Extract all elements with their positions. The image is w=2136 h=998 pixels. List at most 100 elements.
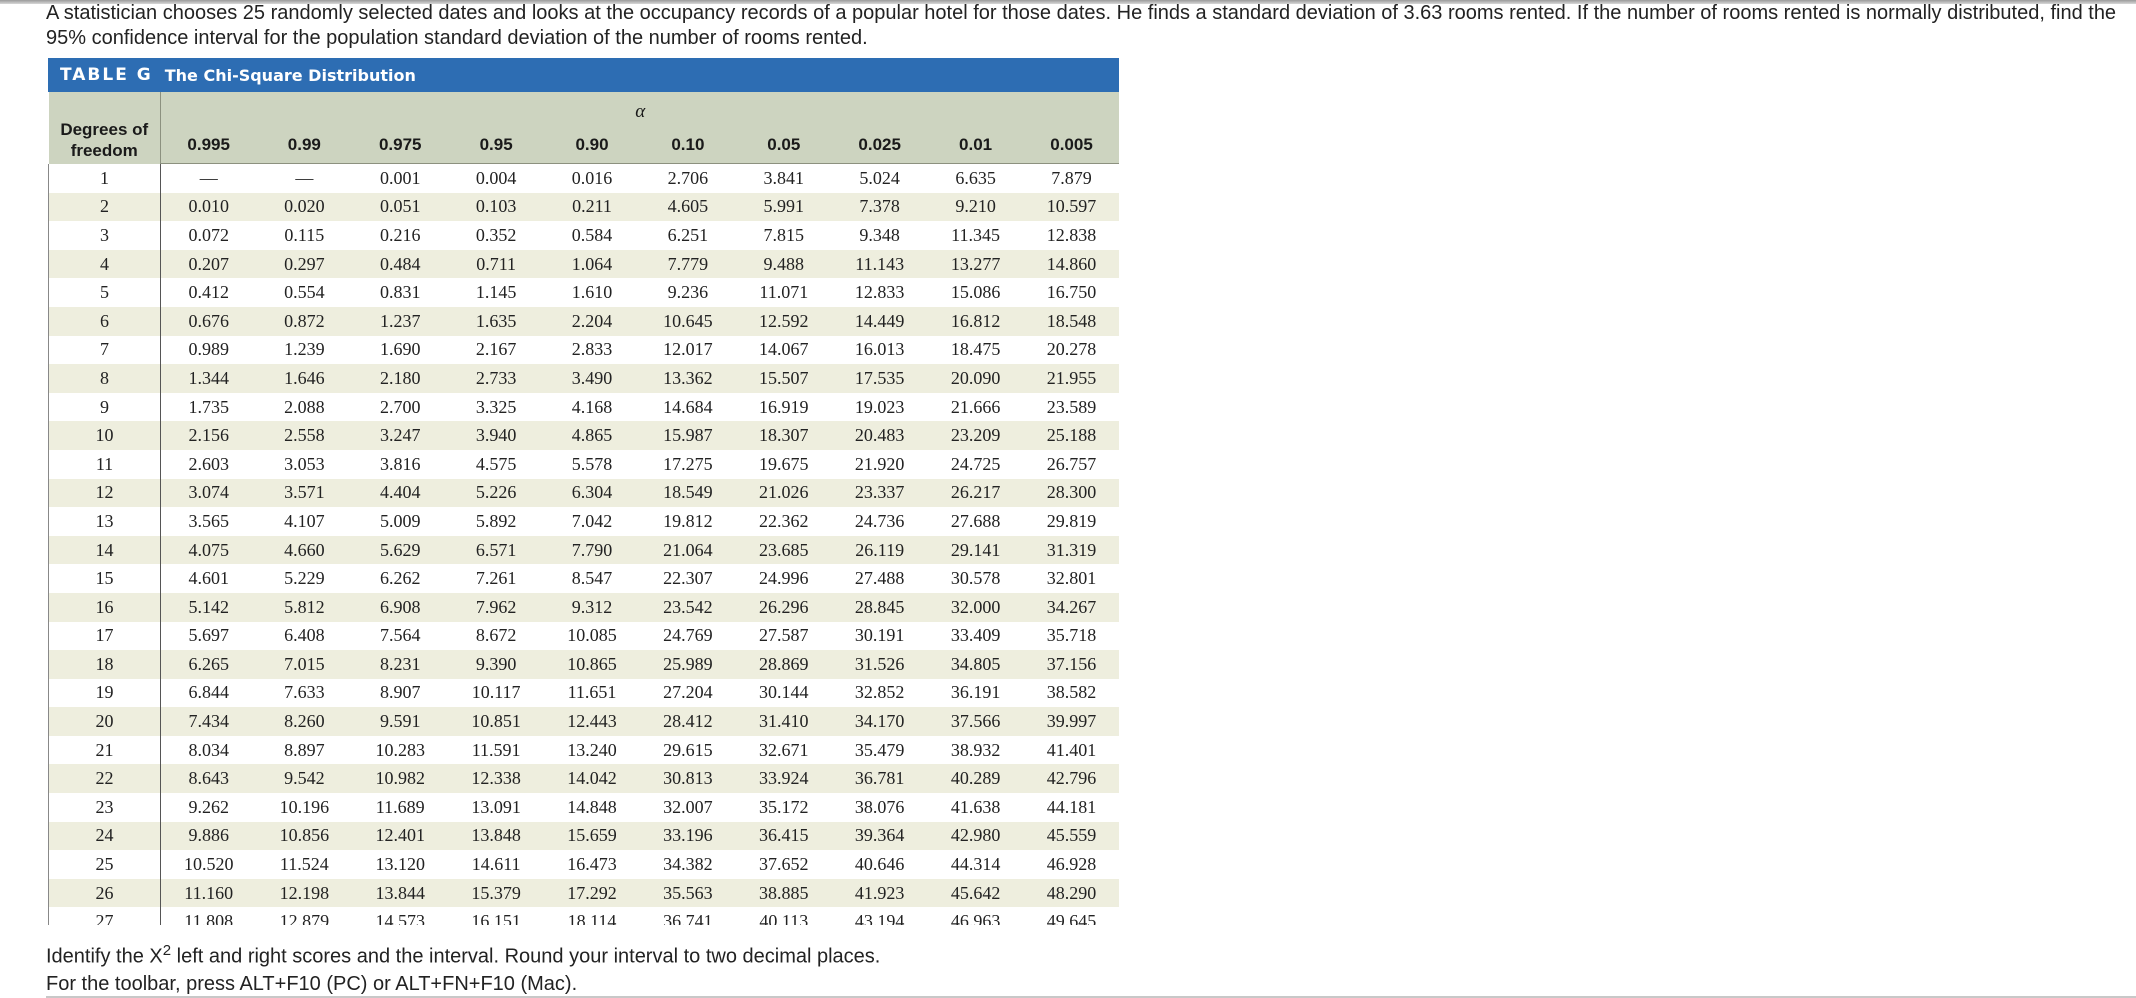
value-cell: 11.651 [544,678,640,708]
value-cell: 6.251 [639,221,736,250]
value-cell: 6.844 [160,678,257,708]
column-header-row: 0.995 0.99 0.975 0.95 0.90 0.10 0.05 0.025 0.01 0… [49,127,1119,164]
df-cell: 27 [48,907,161,925]
value-cell: 5.142 [160,592,257,622]
value-cell: 2.558 [256,421,353,450]
value-cell: 8.897 [256,735,353,765]
value-cell: 26.757 [1023,449,1119,479]
value-cell: 17.292 [544,878,640,908]
table-row: 15 4.601 5.229 6.262 7.261 8.547 22.307 24.996 2… [48,564,1119,593]
column-header: 0.975 [352,127,449,164]
value-cell: 11.808 [160,907,257,925]
table-row: 4 0.207 0.297 0.484 0.711 1.064 7.779 9.488 11.1… [48,249,1119,279]
value-cell: 0.352 [448,221,545,250]
value-cell: 16.473 [544,850,640,879]
value-cell: 49.645 [1023,907,1119,925]
value-cell: 5.024 [831,163,928,193]
table-row: 25 10.520 11.524 13.120 14.611 16.473 34.382 37… [48,850,1119,879]
df-cell: 21 [48,735,161,765]
value-cell: 23.685 [735,535,832,565]
value-cell: 14.684 [639,392,736,422]
value-cell: 11.160 [160,878,257,908]
value-cell: 4.601 [160,564,257,593]
value-cell: 18.548 [1023,306,1119,336]
value-cell: 29.141 [927,535,1024,565]
value-cell: 16.812 [927,306,1024,336]
value-cell: 45.642 [927,878,1024,908]
value-cell: 4.865 [544,421,640,450]
df-cell: 6 [48,306,161,336]
value-cell: 13.120 [352,850,449,879]
value-cell: 0.297 [256,249,353,279]
df-cell: 22 [48,764,161,794]
df-cell: 2 [48,192,161,222]
value-cell: 8.547 [544,564,640,593]
value-cell: 0.831 [352,278,449,307]
value-cell: 5.629 [352,535,449,565]
value-cell: 31.526 [831,650,928,679]
value-cell: 11.345 [927,221,1024,250]
value-cell: 12.838 [1023,221,1119,250]
value-cell: 12.401 [352,821,449,851]
value-cell: 7.633 [256,678,353,708]
value-cell: 5.697 [160,621,257,651]
df-cell: 24 [48,821,161,851]
value-cell: 23.337 [831,478,928,508]
table-row: 11 2.603 3.053 3.816 4.575 5.578 17.275 19.675 2… [48,449,1119,479]
table-row: 21 8.034 8.897 10.283 11.591 13.240 29.615 32.6… [48,735,1119,765]
value-cell: 3.247 [352,421,449,450]
value-cell: 4.404 [352,478,449,508]
value-cell: 1.344 [160,364,257,393]
df-cell: 4 [48,249,161,279]
value-cell: 10.196 [256,793,353,822]
value-cell: 32.671 [735,735,832,765]
table-row: 23 9.262 10.196 11.689 13.091 14.848 32.007 35.… [48,793,1119,822]
value-cell: 21.026 [735,478,832,508]
df-cell: 7 [48,335,161,365]
value-cell: 8.672 [448,621,545,651]
value-cell: 32.801 [1023,564,1119,593]
value-cell: 0.412 [160,278,257,307]
value-cell: 34.382 [639,850,736,879]
table-row: 14 4.075 4.660 5.629 6.571 7.790 21.064 23.685 2… [48,535,1119,565]
value-cell: 35.172 [735,793,832,822]
value-cell: 3.490 [544,364,640,393]
df-cell: 15 [48,564,161,593]
value-cell: 16.151 [448,907,545,925]
value-cell: 15.379 [448,878,545,908]
value-cell: 2.088 [256,392,353,422]
value-cell: 14.848 [544,793,640,822]
value-cell: 7.261 [448,564,545,593]
value-cell: 23.589 [1023,392,1119,422]
value-cell: 6.262 [352,564,449,593]
value-cell: 21.920 [831,449,928,479]
value-cell: 1.145 [448,278,545,307]
value-cell: 9.591 [352,707,449,736]
table-row: 10 2.156 2.558 3.247 3.940 4.865 15.987 18.307 2… [48,421,1119,450]
value-cell: 18.549 [639,478,736,508]
value-cell: 28.300 [1023,478,1119,508]
value-cell: 5.892 [448,507,545,536]
value-cell: 38.076 [831,793,928,822]
value-cell: 14.860 [1023,249,1119,279]
value-cell: 2.204 [544,306,640,336]
value-cell: 39.364 [831,821,928,851]
value-cell: 2.706 [639,163,736,193]
value-cell: 16.750 [1023,278,1119,307]
value-cell: 28.869 [735,650,832,679]
table-row: 24 9.886 10.856 12.401 13.848 15.659 33.196 36.… [48,821,1119,851]
value-cell: 14.067 [735,335,832,365]
value-cell: 14.573 [352,907,449,925]
column-header: 0.025 [831,127,928,164]
value-cell: 3.325 [448,392,545,422]
value-cell: — [160,163,257,193]
value-cell: 11.143 [831,249,928,279]
value-cell: 9.488 [735,249,832,279]
value-cell: 5.009 [352,507,449,536]
value-cell: 0.211 [544,192,640,222]
value-cell: 44.314 [927,850,1024,879]
value-cell: 0.207 [160,249,257,279]
table-row: 9 1.735 2.088 2.700 3.325 4.168 14.684 16.919 19… [48,392,1119,422]
value-cell: 11.591 [448,735,545,765]
value-cell: 0.216 [352,221,449,250]
